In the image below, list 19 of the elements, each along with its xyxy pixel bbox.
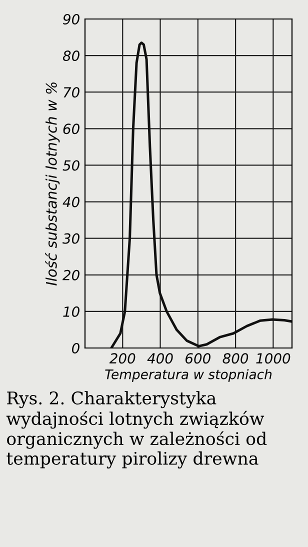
line-series: [110, 42, 292, 348]
y-tick-label: 20: [62, 270, 80, 280]
y-tick-label: 40: [62, 196, 80, 208]
x-tick-label: 400: [147, 353, 173, 364]
y-tick-label: 70: [64, 87, 80, 98]
x-tick-label: 600: [186, 353, 210, 364]
text: Rys. 2. Charakterystyka wydajności lotnych związków organicznych w zależności od temperatury pirolizy drewna: [6, 391, 267, 468]
x-axis-title: Temperatura w stopniach: [105, 369, 272, 382]
y-tick-label: 50: [62, 160, 80, 171]
x-tick-label: 1000: [256, 353, 290, 364]
y-tick-label: 10: [63, 306, 80, 317]
y-tick-label: 60: [63, 124, 80, 134]
y-tick-label: 90: [63, 14, 80, 24]
y-axis-title: Ilość substancji lotnych w %: [44, 82, 60, 286]
x-tick-label: 800: [222, 353, 248, 364]
x-tick-label: 200: [109, 353, 136, 364]
y-tick-label: 30: [62, 233, 80, 244]
y-tick-label: 0: [72, 342, 80, 354]
y-tick-label: 80: [62, 50, 80, 62]
